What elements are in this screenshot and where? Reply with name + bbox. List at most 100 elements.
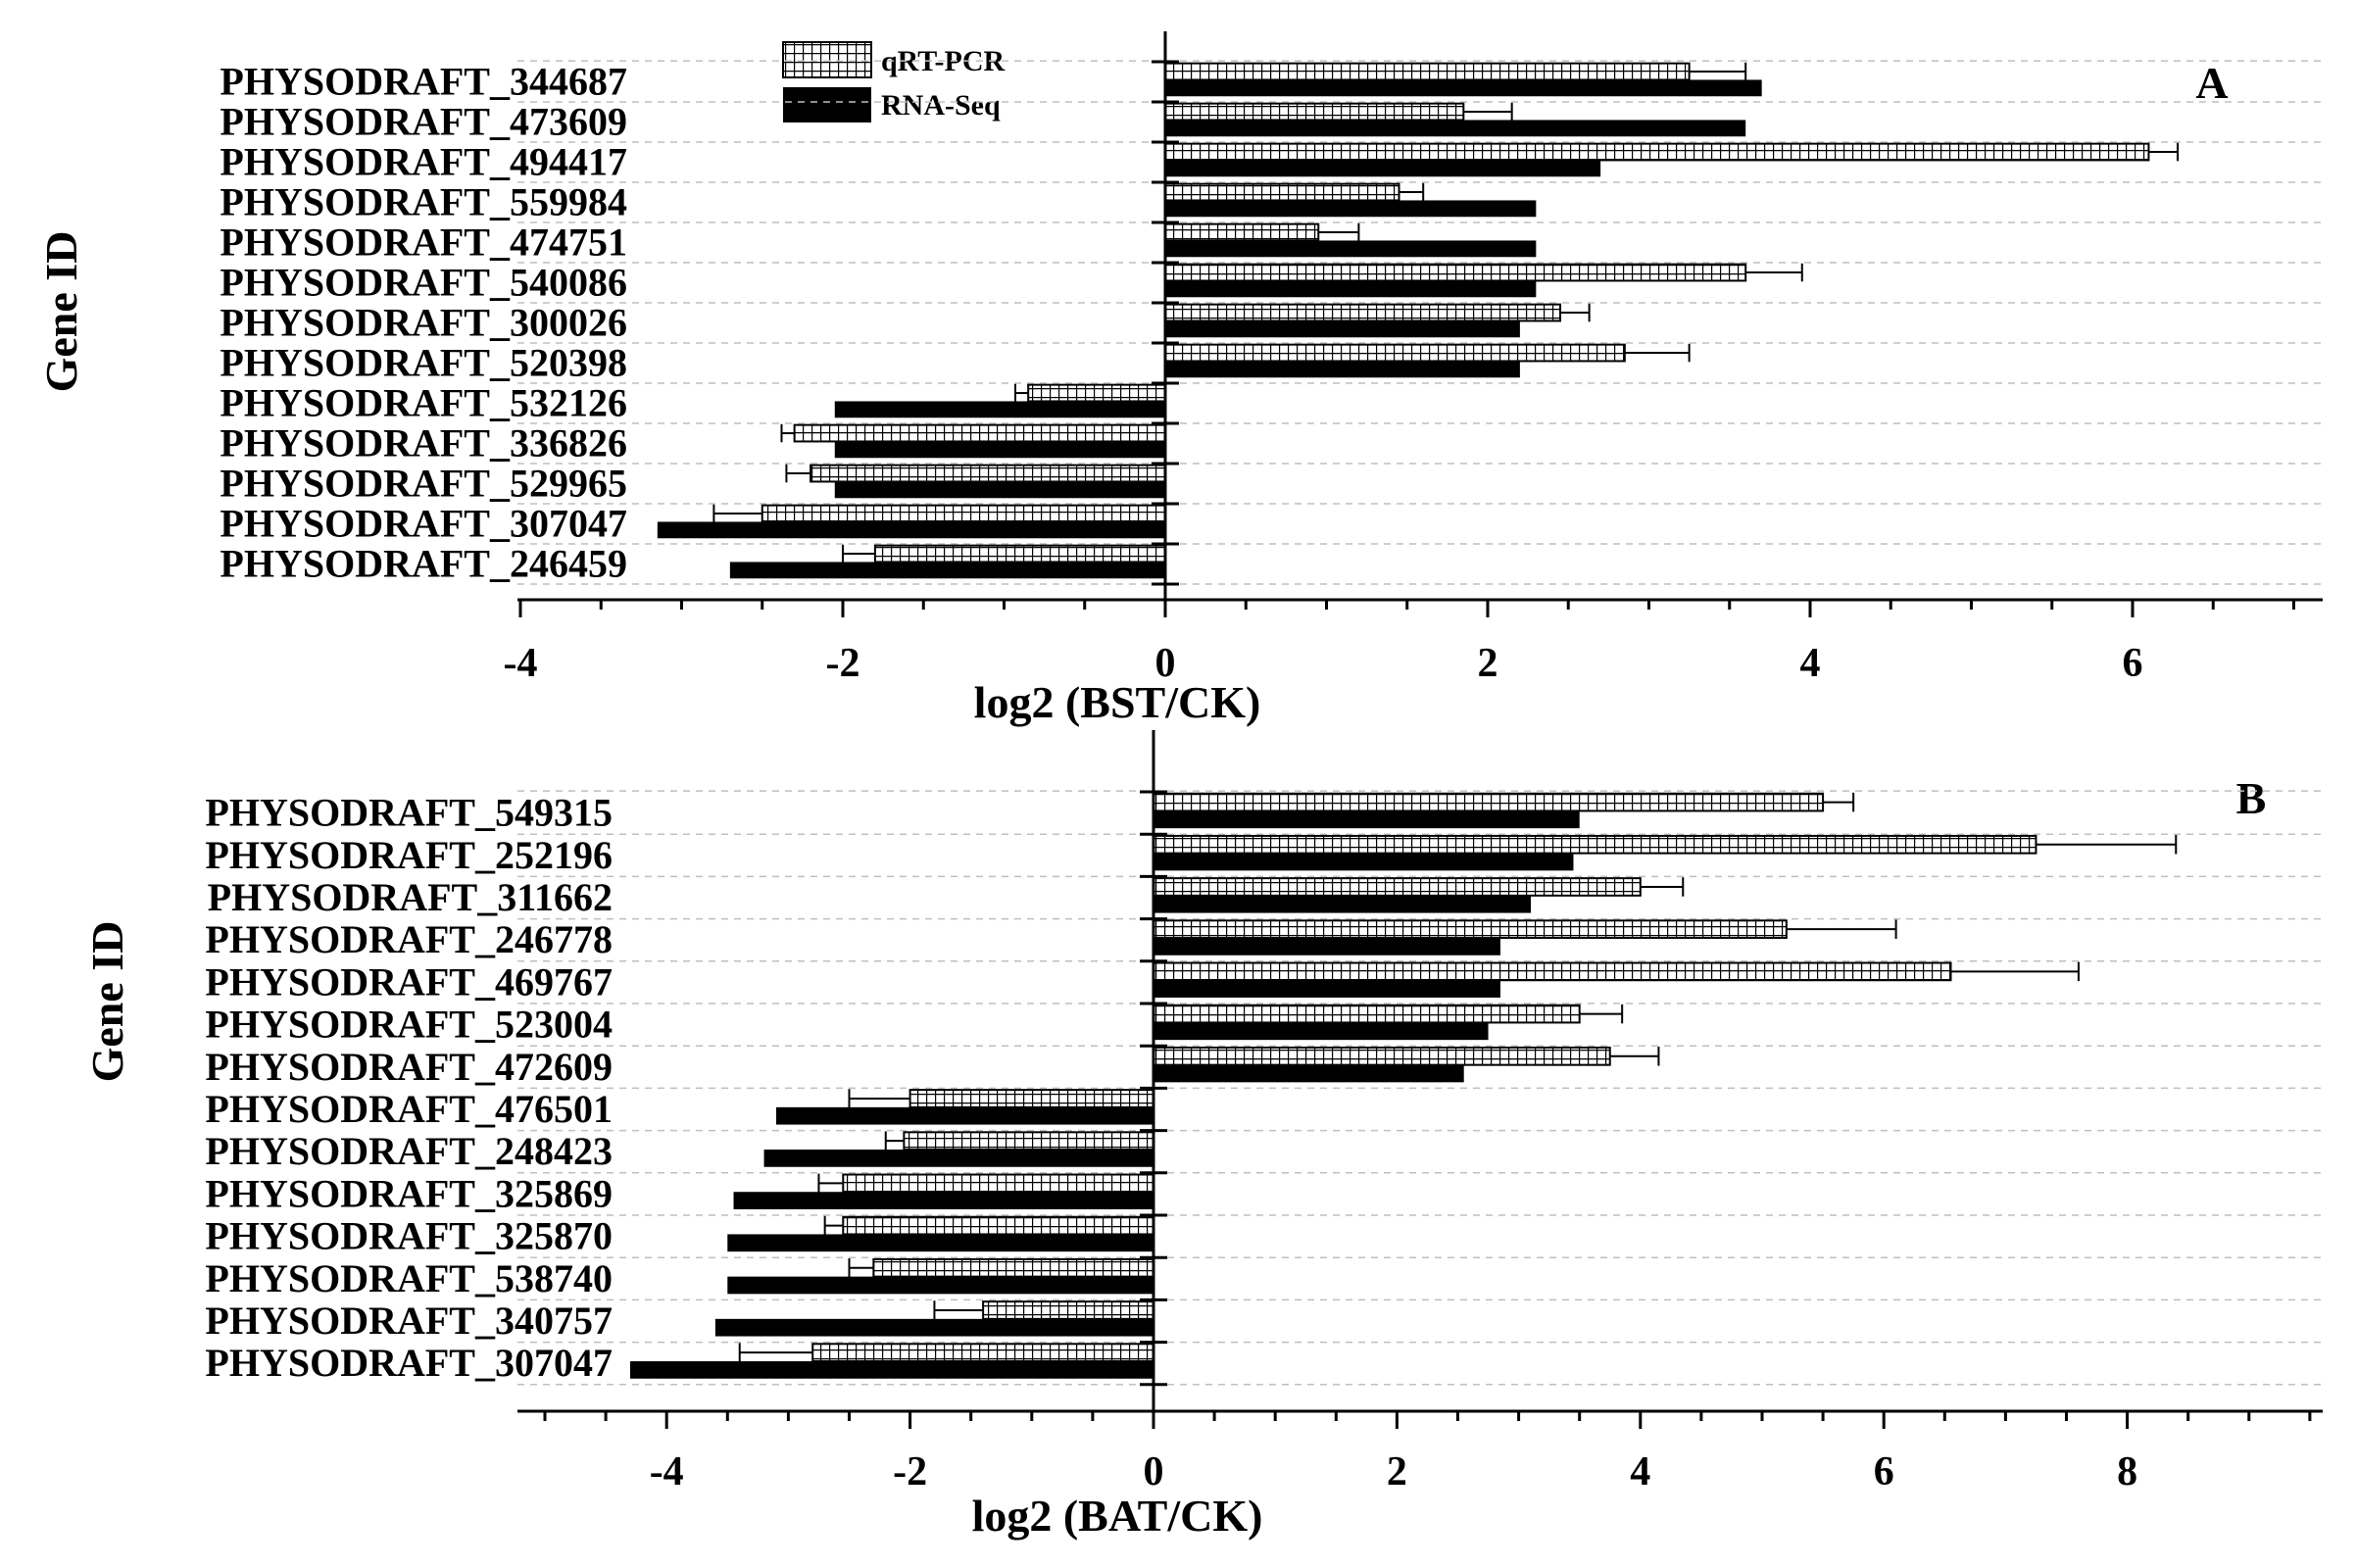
category-label: PHYSODRAFT_336826 [220,421,627,466]
bar-rnaseq [1153,853,1574,871]
panel-a-letter: A [2195,58,2228,108]
legend-rnaseq-swatch [783,87,871,122]
bar-qpcr [903,1131,1155,1152]
category-label: PHYSODRAFT_520398 [220,341,627,385]
x-tick-label: 0 [1155,641,1176,686]
category-label: PHYSODRAFT_311662 [208,875,613,919]
bar-qpcr [1164,142,2150,162]
bar-qpcr [1164,62,1691,81]
bar-qpcr [810,464,1166,483]
x-tick-label: 0 [1144,1449,1164,1494]
bar-qpcr [1164,303,1562,322]
panel-b-ylabel: Gene ID [82,921,132,1083]
bar-qpcr [908,1089,1154,1108]
category-label: PHYSODRAFT_472609 [205,1045,613,1089]
bar-rnaseq [1165,160,1601,177]
category-label: PHYSODRAFT_248423 [205,1129,613,1173]
x-tick-label: -4 [650,1449,684,1494]
panel-b-letter: B [2236,773,2267,823]
category-label: PHYSODRAFT_559984 [220,180,627,224]
bar-rnaseq [1153,938,1500,956]
category-label: PHYSODRAFT_523004 [205,1003,613,1047]
bar-qpcr [1164,102,1465,122]
x-tick-label: -2 [826,641,860,686]
category-label: PHYSODRAFT_476501 [205,1087,613,1131]
category-label: PHYSODRAFT_529965 [220,462,627,506]
bar-qpcr [761,504,1166,523]
category-label: PHYSODRAFT_307047 [205,1341,613,1385]
category-label: PHYSODRAFT_469767 [205,959,613,1004]
x-tick-label: 6 [2123,641,2143,686]
legend-qpcr-swatch [782,41,872,78]
category-label: PHYSODRAFT_325869 [205,1171,613,1215]
bar-rnaseq [1153,895,1532,913]
bar-rnaseq [1165,200,1537,218]
bar-qpcr [811,1343,1154,1363]
bar-rnaseq [775,1106,1153,1125]
x-tick-label: 8 [2117,1449,2137,1494]
panel-a-ylabel: Gene ID [36,231,86,393]
x-tick-label: 2 [1478,641,1498,686]
x-tick-label: 2 [1387,1449,1407,1494]
category-label: PHYSODRAFT_474751 [220,220,627,265]
bar-rnaseq [714,1318,1153,1337]
category-label: PHYSODRAFT_325870 [205,1214,613,1258]
x-tick-label: 6 [1874,1449,1894,1494]
bar-qpcr [842,1215,1154,1236]
bar-qpcr [1153,919,1788,940]
bar-qpcr [1153,1004,1581,1024]
category-label: PHYSODRAFT_473609 [220,100,627,144]
category-label: PHYSODRAFT_300026 [220,301,627,345]
x-tick-label: -2 [893,1449,927,1494]
panel-b-chart: Gene ID log2 (BAT/CK) B PHYSODRAFT_54931… [82,730,2323,1541]
bar-rnaseq [1165,280,1537,298]
category-label: PHYSODRAFT_494417 [220,140,627,184]
bar-rnaseq [1153,980,1500,998]
x-tick-label: 4 [1630,1449,1650,1494]
panel-a-chart: Gene ID log2 (BST/CK) A qRT-PCR RNA-Seq … [36,31,2323,727]
category-label: PHYSODRAFT_549315 [205,791,613,835]
bar-qpcr [1153,961,1952,982]
bar-qpcr [1164,343,1626,363]
bar-rnaseq [1165,120,1746,137]
bar-qpcr [1164,263,1747,282]
bar-rnaseq [834,481,1165,499]
bar-rnaseq [1153,1064,1464,1083]
bar-qpcr [842,1173,1154,1194]
bar-rnaseq [629,1361,1153,1379]
bar-rnaseq [733,1192,1153,1209]
bar-qpcr [1153,834,2037,855]
category-label: PHYSODRAFT_540086 [220,261,627,305]
category-label: PHYSODRAFT_246459 [220,542,627,586]
bar-rnaseq [729,562,1165,579]
bar-qpcr [873,544,1167,564]
bar-rnaseq [727,1276,1153,1295]
bar-qpcr [1164,222,1320,242]
bar-rnaseq [1153,1022,1489,1041]
bar-rnaseq [834,441,1165,459]
bar-rnaseq [1165,361,1520,378]
category-label: PHYSODRAFT_307047 [220,502,627,546]
bar-rnaseq [1153,810,1580,829]
panel-b-xlabel: log2 (BAT/CK) [972,1491,1263,1541]
bar-qpcr [982,1300,1154,1320]
bar-rnaseq [657,521,1165,539]
bar-qpcr [1153,1046,1611,1066]
bar-qpcr [1027,383,1167,403]
legend: qRT-PCR RNA-Seq [782,41,1006,122]
bar-qpcr [1153,792,1825,812]
bar-rnaseq [763,1150,1153,1167]
x-tick-label: 4 [1800,641,1821,686]
bar-qpcr [1153,877,1642,897]
bar-qpcr [872,1257,1155,1278]
category-label: PHYSODRAFT_532126 [220,381,627,425]
bar-rnaseq [727,1234,1153,1252]
bar-qpcr [1164,182,1400,202]
bar-rnaseq [1165,240,1537,258]
legend-rnaseq-label: RNA-Seq [881,89,1001,122]
category-label: PHYSODRAFT_246778 [205,917,613,961]
bar-qpcr [793,423,1167,443]
bar-rnaseq [1165,79,1762,97]
category-label: PHYSODRAFT_538740 [205,1256,613,1300]
